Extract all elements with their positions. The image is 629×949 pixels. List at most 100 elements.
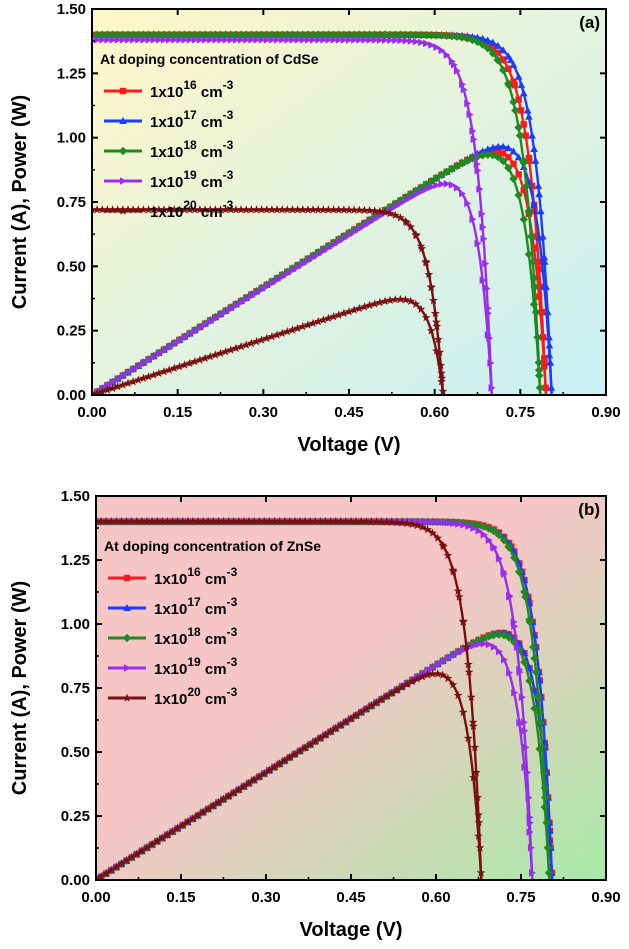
y-tick-label: 1.00 (57, 130, 86, 147)
pv-point (453, 690, 463, 700)
iv-point (466, 110, 474, 119)
iv-point (171, 36, 179, 44)
iv-point (365, 30, 374, 39)
iv-point (476, 868, 486, 877)
iv-point (542, 818, 551, 827)
pv-point (494, 148, 502, 155)
legend-swatch-marker (119, 87, 127, 95)
iv-point (494, 530, 504, 540)
iv-point (375, 206, 385, 216)
iv-point (391, 30, 400, 39)
pv-point (224, 791, 233, 800)
iv-point (318, 205, 328, 214)
pv-point (499, 156, 508, 166)
legend-entry-20: 1x1020 cm-3 (154, 685, 238, 708)
pv-point (226, 345, 236, 354)
legend-swatch-marker (118, 206, 128, 215)
iv-point (207, 36, 215, 44)
iv-point (244, 517, 254, 526)
x-tick-label: 0.15 (166, 889, 195, 906)
pv-point (243, 295, 251, 303)
iv-point (539, 232, 547, 240)
iv-point (490, 542, 498, 551)
iv-point (382, 517, 392, 526)
pv-point (295, 746, 305, 755)
pv-point (396, 294, 405, 304)
pv-point (448, 680, 458, 689)
iv-point (488, 384, 496, 392)
iv-point (460, 85, 468, 94)
pv-point (493, 152, 503, 162)
pv-point (354, 303, 364, 313)
iv-point (424, 518, 432, 526)
iv-point (401, 217, 410, 226)
iv-point (163, 517, 172, 526)
iv-point (463, 659, 473, 669)
x-tick-label: 0.60 (420, 404, 449, 421)
pv-point (520, 187, 527, 194)
iv-point (479, 223, 487, 231)
pv-point (349, 305, 359, 314)
iv-point (530, 282, 539, 292)
iv-point (152, 517, 162, 526)
pv-point (407, 193, 415, 202)
iv-point (263, 36, 271, 44)
y-tick-label: 1.50 (61, 488, 90, 505)
pv-point (221, 347, 230, 356)
iv-point (489, 526, 498, 536)
iv-point (454, 592, 464, 601)
iv-point (221, 205, 230, 214)
iv-point (349, 205, 359, 214)
legend-swatch-marker (122, 633, 132, 643)
iv-point (234, 517, 244, 526)
pv-point (101, 868, 111, 878)
pv-point (501, 655, 508, 664)
iv-point (450, 519, 457, 528)
iv-point (108, 205, 117, 214)
pv-point (127, 852, 137, 862)
iv-point (407, 37, 415, 45)
iv-point (476, 185, 484, 193)
iv-point (119, 36, 127, 44)
pv-point (524, 250, 534, 259)
pv-point (330, 240, 338, 249)
iv-point (272, 205, 282, 214)
iv-point (495, 554, 503, 563)
pv-point (530, 704, 539, 713)
iv-point (525, 112, 533, 120)
iv-point (443, 51, 451, 59)
iv-point (159, 30, 169, 39)
iv-point (142, 517, 152, 526)
pv-point (298, 322, 308, 331)
iv-point (417, 244, 427, 253)
pv-point (285, 752, 295, 762)
pv-point (190, 357, 200, 366)
iv-point (402, 518, 412, 528)
iv-point (499, 535, 509, 545)
pv-point (222, 308, 230, 316)
iv-point (147, 517, 157, 526)
iv-point (253, 36, 261, 44)
x-tick-label: 0.75 (506, 889, 535, 906)
pv-point (510, 160, 517, 168)
iv-point (320, 36, 328, 44)
iv-point (411, 231, 421, 240)
iv-point (528, 257, 538, 266)
iv-point (424, 270, 434, 279)
iv-point (540, 253, 549, 261)
iv-point (92, 30, 102, 39)
iv-point (480, 530, 488, 539)
iv-point (518, 693, 526, 702)
pv-point (334, 310, 344, 319)
pv-point (444, 654, 452, 662)
iv-point (227, 36, 235, 44)
pv-point (427, 177, 436, 186)
iv-point (282, 205, 292, 214)
iv-point (519, 89, 528, 97)
pv-point (434, 660, 442, 669)
iv-point (525, 617, 535, 627)
pv-point (123, 378, 133, 387)
iv-point (113, 205, 123, 214)
iv-point (478, 40, 487, 49)
iv-point (447, 31, 456, 41)
